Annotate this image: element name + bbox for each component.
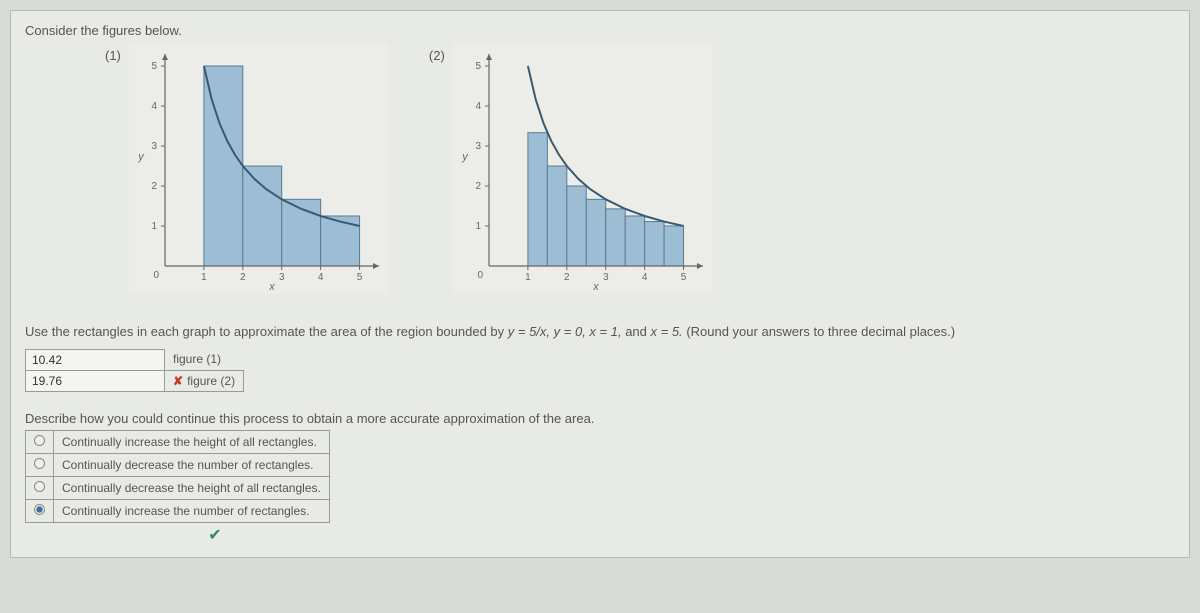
svg-text:1: 1 — [525, 272, 531, 283]
svg-text:x: x — [592, 281, 599, 293]
answer-row-2: ✘ figure (2) — [25, 370, 1175, 392]
figure-2-chart: 1234512345xy0 — [453, 44, 713, 304]
svg-text:3: 3 — [603, 272, 609, 283]
answer-row-1: figure (1) — [25, 349, 1175, 371]
radio-unfilled-icon[interactable] — [34, 435, 45, 446]
instruction-eq2: x = 5. — [651, 324, 683, 339]
option-radio-cell[interactable] — [26, 431, 54, 454]
instruction-p2: and — [625, 324, 650, 339]
svg-text:x: x — [268, 281, 275, 293]
question-panel: Consider the figures below. (1) 1 2 3 4 5 1 2 3… — [10, 10, 1190, 558]
svg-text:3: 3 — [475, 141, 481, 152]
svg-text:4: 4 — [151, 101, 157, 112]
option-row: Continually increase the number of recta… — [26, 500, 330, 523]
svg-text:5: 5 — [475, 61, 481, 72]
option-text: Continually decrease the number of recta… — [54, 454, 330, 477]
instruction-p3: (Round your answers to three decimal pla… — [686, 324, 955, 339]
instruction-p1: Use the rectangles in each graph to appr… — [25, 324, 508, 339]
figure-2-block: (2) 1234512345xy0 — [429, 44, 713, 304]
svg-text:2: 2 — [240, 272, 246, 283]
figures-row: (1) 1234512345xy0 (2) 1234512345xy0 — [25, 44, 1175, 304]
figure-1-block: (1) 1234512345xy0 — [105, 44, 389, 304]
prompt-text: Consider the figures below. — [25, 23, 1175, 38]
instruction-eq1: y = 5/x, y = 0, x = 1, — [508, 324, 622, 339]
option-row: Continually decrease the height of all r… — [26, 477, 330, 500]
svg-text:1: 1 — [475, 221, 481, 232]
figure-1-chart: 1234512345xy0 — [129, 44, 389, 304]
answer-input-1[interactable] — [25, 349, 165, 371]
svg-text:0: 0 — [477, 270, 483, 281]
svg-text:4: 4 — [475, 101, 481, 112]
figure-2-svg: 1234512345xy0 — [453, 44, 713, 294]
answer-section: figure (1) ✘ figure (2) — [25, 349, 1175, 392]
instruction-text: Use the rectangles in each graph to appr… — [25, 324, 1175, 339]
svg-text:2: 2 — [151, 181, 157, 192]
option-radio-cell[interactable] — [26, 454, 54, 477]
svg-text:1: 1 — [151, 221, 157, 232]
option-row: Continually decrease the number of recta… — [26, 454, 330, 477]
svg-text:2: 2 — [564, 272, 570, 283]
option-radio-cell[interactable] — [26, 477, 54, 500]
figure-2-label: (2) — [429, 44, 445, 304]
option-text: Continually increase the number of recta… — [54, 500, 330, 523]
followup-question: Describe how you could continue this pro… — [25, 411, 1175, 426]
radio-unfilled-icon[interactable] — [34, 481, 45, 492]
figure-1-label: (1) — [105, 44, 121, 304]
check-mark-icon: ✔ — [25, 525, 405, 545]
option-text: Continually increase the height of all r… — [54, 431, 330, 454]
radio-unfilled-icon[interactable] — [34, 458, 45, 469]
svg-text:5: 5 — [681, 272, 687, 283]
svg-text:4: 4 — [318, 272, 324, 283]
answer-label-2: ✘ figure (2) — [165, 370, 244, 392]
radio-filled-icon[interactable] — [34, 504, 45, 515]
svg-text:0: 0 — [153, 270, 159, 281]
option-row: Continually increase the height of all r… — [26, 431, 330, 454]
svg-text:2: 2 — [475, 181, 481, 192]
x-mark-icon: ✘ — [173, 374, 183, 388]
option-radio-cell[interactable] — [26, 500, 54, 523]
answer-input-2[interactable] — [25, 370, 165, 392]
figure-1-svg: 1234512345xy0 — [129, 44, 389, 294]
svg-text:3: 3 — [151, 141, 157, 152]
answer-label-2-text: figure (2) — [187, 374, 235, 388]
svg-text:1: 1 — [201, 272, 207, 283]
svg-text:3: 3 — [279, 272, 285, 283]
svg-text:4: 4 — [642, 272, 648, 283]
option-text: Continually decrease the height of all r… — [54, 477, 330, 500]
options-table: Continually increase the height of all r… — [25, 430, 330, 523]
svg-text:5: 5 — [357, 272, 363, 283]
answer-label-1: figure (1) — [165, 349, 229, 371]
svg-text:5: 5 — [151, 61, 157, 72]
